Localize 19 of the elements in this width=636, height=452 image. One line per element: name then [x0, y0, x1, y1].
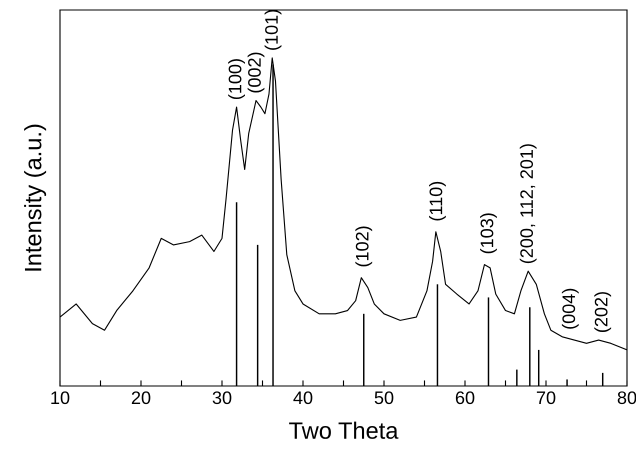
- annotation: (100): [228, 59, 245, 100]
- annotation: (004): [562, 288, 579, 329]
- annotation: (200, 112, 201): [520, 144, 537, 264]
- annotation: (002): [248, 52, 264, 92]
- x-tick-label: 60: [456, 391, 474, 404]
- x-tick-label: 50: [374, 391, 394, 404]
- x-tick-label: 10: [51, 391, 70, 404]
- annotation: (110): [429, 182, 446, 220]
- y-axis-title: Intensity (a.u.): [24, 124, 46, 271]
- x-tick-label: 80: [618, 391, 636, 404]
- x-tick-label: 70: [536, 391, 556, 404]
- x-axis-title: Two Theta: [289, 422, 398, 439]
- x-tick-label: 40: [293, 391, 312, 404]
- annotation: (103): [480, 213, 497, 254]
- annotation: (202): [594, 292, 612, 332]
- x-tick-label: 20: [132, 391, 150, 404]
- annotation: (102): [355, 226, 372, 266]
- annotation: (101): [264, 10, 282, 50]
- x-tick-label: 30: [212, 391, 232, 404]
